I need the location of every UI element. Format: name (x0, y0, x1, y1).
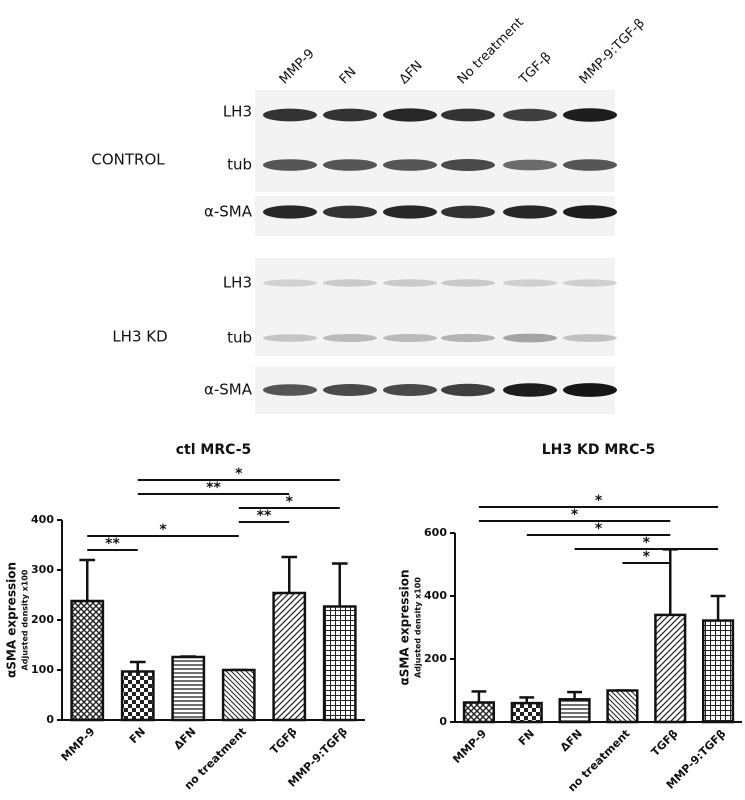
blot-band (441, 279, 495, 287)
y-tick-label: 0 (439, 715, 447, 728)
blot-band (503, 205, 557, 219)
lane-label: TGF-β (516, 49, 555, 88)
bar (272, 591, 307, 722)
y-axis-label: αSMA expression (5, 562, 19, 678)
blot-band (503, 333, 557, 343)
x-tick-label: MMP-9 (59, 725, 98, 764)
blot-band (563, 334, 617, 342)
row-label: LH3 (223, 103, 252, 121)
blot-panel (255, 196, 615, 236)
lane-label: FN (337, 65, 360, 88)
x-tick-label: ΔFN (171, 725, 198, 752)
blot-band (503, 159, 557, 171)
blot-band (383, 108, 437, 122)
blot-band (263, 384, 317, 396)
blot-band (323, 334, 377, 342)
blot-band (383, 334, 437, 342)
y-tick-label: 300 (31, 563, 54, 576)
blot-band (383, 384, 437, 396)
blot-band (323, 279, 377, 287)
significance-label: * (235, 466, 243, 482)
blot-band (263, 334, 317, 342)
blot-band (263, 205, 317, 219)
blot-band (263, 279, 317, 287)
blot-band (503, 108, 557, 122)
blot-band (383, 205, 437, 219)
blot-band (503, 383, 557, 397)
row-label: LH3 (223, 274, 252, 292)
blot-band (383, 279, 437, 287)
blot-band (563, 205, 617, 219)
bar (654, 613, 687, 724)
group-label: LH3 KD (112, 328, 167, 346)
significance-label: * (595, 521, 603, 537)
blot-band (441, 383, 495, 397)
blot-band (323, 159, 377, 171)
y-axis-sublabel: Adjusted density x100 (414, 577, 423, 678)
group-label: CONTROL (91, 151, 165, 169)
bar (70, 599, 105, 722)
blot-panel (255, 90, 615, 192)
lane-label: MMP-9 (277, 46, 318, 87)
blot-band (323, 205, 377, 219)
blot-band (441, 205, 495, 219)
bar (558, 698, 591, 724)
y-tick-label: 200 (424, 652, 447, 665)
x-tick-label: TGFβ (268, 725, 300, 757)
significance-label: ** (206, 480, 221, 496)
x-tick-label: TGFβ (649, 727, 681, 759)
y-tick-label: 200 (31, 613, 54, 626)
y-tick-label: 100 (31, 663, 54, 676)
significance-label: ** (105, 536, 120, 552)
bar (322, 605, 357, 722)
significance-label: * (286, 494, 294, 510)
blot-band (441, 108, 495, 122)
x-tick-label: MMP-9 (450, 727, 489, 766)
significance-label: * (595, 493, 603, 509)
y-axis-label: αSMA expression (398, 569, 412, 685)
blot-band (563, 108, 617, 122)
row-label: α-SMA (204, 381, 253, 399)
y-axis-sublabel: Adjusted density x100 (21, 569, 30, 670)
blot-band (263, 108, 317, 122)
lane-label: ΔFN (397, 58, 426, 87)
bar (120, 670, 155, 722)
blot-band (503, 279, 557, 287)
y-tick-label: 400 (31, 513, 54, 526)
blot-band (563, 159, 617, 171)
significance-label: * (643, 549, 651, 565)
significance-label: * (571, 507, 579, 523)
row-label: tub (227, 156, 252, 174)
x-tick-label: FN (516, 727, 537, 748)
bar (221, 668, 256, 722)
significance-label: ** (257, 508, 272, 524)
blot-band (263, 159, 317, 171)
bar (606, 689, 639, 724)
significance-label: * (643, 535, 651, 551)
y-tick-label: 400 (424, 589, 447, 602)
blot-band (323, 108, 377, 122)
blot-band (441, 159, 495, 171)
y-tick-label: 0 (46, 713, 54, 726)
chart-title: ctl MRC-5 (176, 442, 252, 458)
bar (702, 619, 735, 724)
row-label: α-SMA (204, 203, 253, 221)
blot-band (563, 279, 617, 287)
blot-panel (255, 258, 615, 356)
significance-label: * (159, 522, 167, 538)
lane-label: MMP-9:TGF-β (577, 16, 648, 87)
blot-band (563, 383, 617, 397)
x-tick-label: ΔFN (558, 727, 585, 754)
row-label: tub (227, 329, 252, 347)
bar (510, 701, 543, 724)
bar (171, 655, 206, 722)
blot-band (383, 159, 437, 171)
blot-band (323, 384, 377, 396)
y-tick-label: 600 (424, 526, 447, 539)
x-tick-label: FN (127, 725, 148, 746)
blot-band (441, 333, 495, 343)
chart-title: LH3 KD MRC-5 (542, 442, 655, 458)
bar (462, 701, 495, 724)
